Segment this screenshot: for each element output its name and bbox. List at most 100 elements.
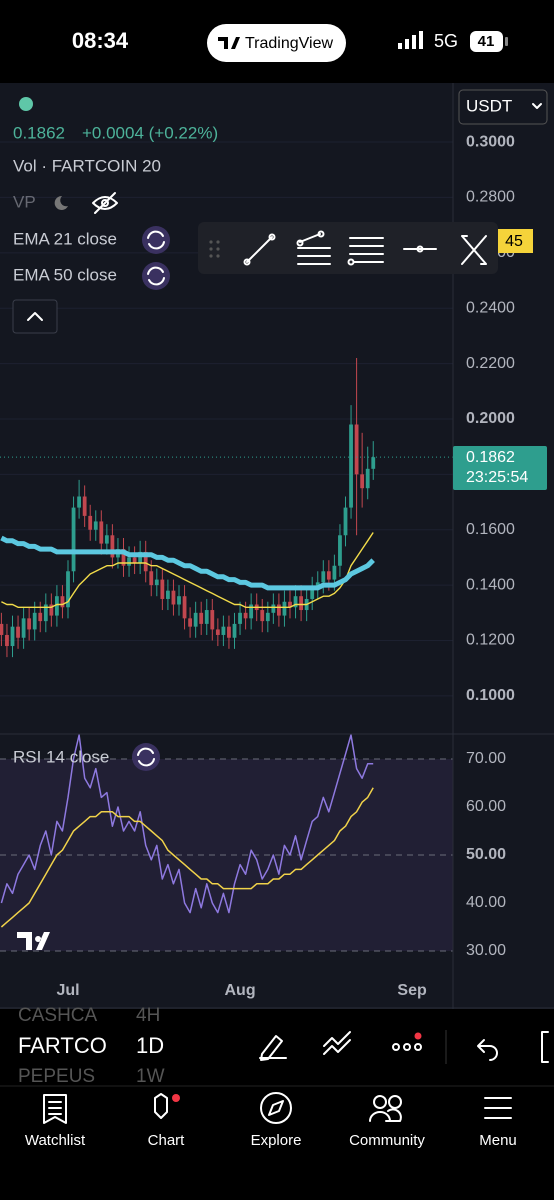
y-tick-label: 30.00: [466, 942, 506, 959]
candle-body: [271, 604, 276, 613]
candle-body: [332, 565, 337, 580]
rsi-replace-arrows: [137, 747, 155, 767]
nav-menu[interactable]: Menu: [479, 1132, 517, 1149]
replace-icon[interactable]: [142, 226, 170, 290]
interval[interactable]: 1D: [136, 1033, 164, 1058]
next-symbol: PEPEUS: [18, 1066, 95, 1087]
candle-body: [238, 612, 242, 624]
candle-body: [360, 474, 365, 489]
app-pill[interactable]: [207, 24, 346, 62]
collapse-chevron: [27, 312, 43, 321]
vp-legend[interactable]: VP: [13, 192, 36, 211]
nav-community[interactable]: Community: [349, 1132, 425, 1149]
ema-line: [1, 532, 374, 608]
last-price: 0.1862: [13, 123, 65, 142]
candle-body: [326, 571, 331, 580]
candle-body: [38, 612, 43, 622]
y-tick-label: 70.00: [466, 750, 506, 767]
candle-body: [10, 626, 15, 647]
candle-body: [60, 596, 65, 608]
candle-body: [260, 610, 265, 622]
compare-tool[interactable]: [323, 1031, 351, 1055]
horizontal-line-tool[interactable]: [403, 245, 437, 253]
candle-body: [127, 557, 131, 566]
candle-body: [171, 590, 176, 605]
y-tick-label: 40.00: [466, 894, 506, 911]
candle-body: [365, 468, 370, 489]
rsi-line: [0, 787, 374, 928]
x-tick-label: Aug: [224, 982, 255, 999]
draw-tool[interactable]: [259, 1035, 287, 1061]
prev-interval: 4H: [136, 1005, 160, 1026]
candle-body: [199, 612, 204, 624]
chart-badge: [172, 1094, 180, 1102]
hidden-eye[interactable]: [92, 192, 118, 214]
live-dot: [19, 97, 33, 111]
candle-body: [349, 424, 353, 508]
dropdown-chevron: [532, 103, 542, 109]
candle-body: [249, 604, 254, 619]
candle-body: [188, 618, 192, 627]
candle-body: [343, 507, 348, 536]
hidden-price-tag-label: 45: [505, 233, 523, 250]
volume-legend[interactable]: Vol · FARTCOIN 20: [13, 156, 161, 175]
y-tick-label: 0.2200: [466, 355, 515, 372]
trend-line-tool[interactable]: [243, 233, 276, 266]
candle-body: [354, 424, 359, 475]
signal-icon: [398, 31, 423, 49]
app-name: TradingView: [245, 35, 333, 52]
candle-body: [310, 587, 315, 599]
vp-moon: [54, 195, 68, 210]
candle-body: [32, 612, 37, 630]
currency-select[interactable]: [458, 89, 548, 125]
x-tick-label: Sep: [397, 982, 427, 999]
candle-body: [182, 596, 187, 619]
parallel-tool[interactable]: [347, 237, 384, 266]
candle-body: [215, 629, 220, 635]
nav-watchlist[interactable]: Watchlist: [25, 1132, 86, 1149]
ema50-legend[interactable]: EMA 50 close: [13, 265, 117, 284]
candle-body: [277, 604, 281, 616]
y-tick-label: 0.1400: [466, 576, 515, 593]
candle-body: [71, 507, 76, 572]
y-tick-label: 0.3000: [466, 133, 515, 150]
candle-body: [232, 623, 237, 638]
candle-body: [282, 601, 287, 616]
ema21-legend[interactable]: EMA 21 close: [13, 229, 117, 248]
candle-body: [221, 626, 226, 635]
candle-body: [154, 579, 159, 586]
candle-body: [227, 626, 231, 638]
rsi-replace-icon[interactable]: [132, 743, 160, 771]
x-share[interactable]: [461, 235, 487, 265]
candle-body: [149, 571, 154, 586]
app-logo: [218, 37, 240, 49]
candle-body: [132, 557, 137, 563]
symbol[interactable]: FARTCO: [18, 1033, 107, 1058]
ema-line: [0, 535, 375, 591]
rsi-line: [0, 734, 374, 914]
rsi-legend[interactable]: RSI 14 close: [13, 747, 109, 766]
candle-body: [193, 612, 198, 627]
candle-body: [88, 515, 93, 530]
undo[interactable]: [477, 1039, 498, 1061]
candle-body: [110, 535, 115, 558]
candle-body: [49, 604, 54, 616]
candle-body: [0, 623, 4, 635]
price-tag-countdown: 23:25:54: [466, 469, 528, 486]
candle-body: [265, 612, 270, 622]
nav-chart[interactable]: Chart: [148, 1132, 186, 1149]
candle-body: [293, 596, 298, 608]
candle-body: [338, 535, 342, 566]
candle-body: [138, 551, 143, 563]
redo[interactable]: [541, 1031, 549, 1063]
fib-tool[interactable]: [296, 230, 331, 265]
currency: USDT: [466, 96, 512, 115]
candle-body: [288, 601, 292, 608]
toolbar-grip: [209, 240, 220, 258]
candle-body: [27, 618, 32, 630]
nav-explore[interactable]: Explore: [251, 1132, 302, 1149]
more-button[interactable]: [392, 1032, 422, 1051]
collapse-button[interactable]: [12, 299, 58, 334]
candle-body: [77, 496, 81, 508]
